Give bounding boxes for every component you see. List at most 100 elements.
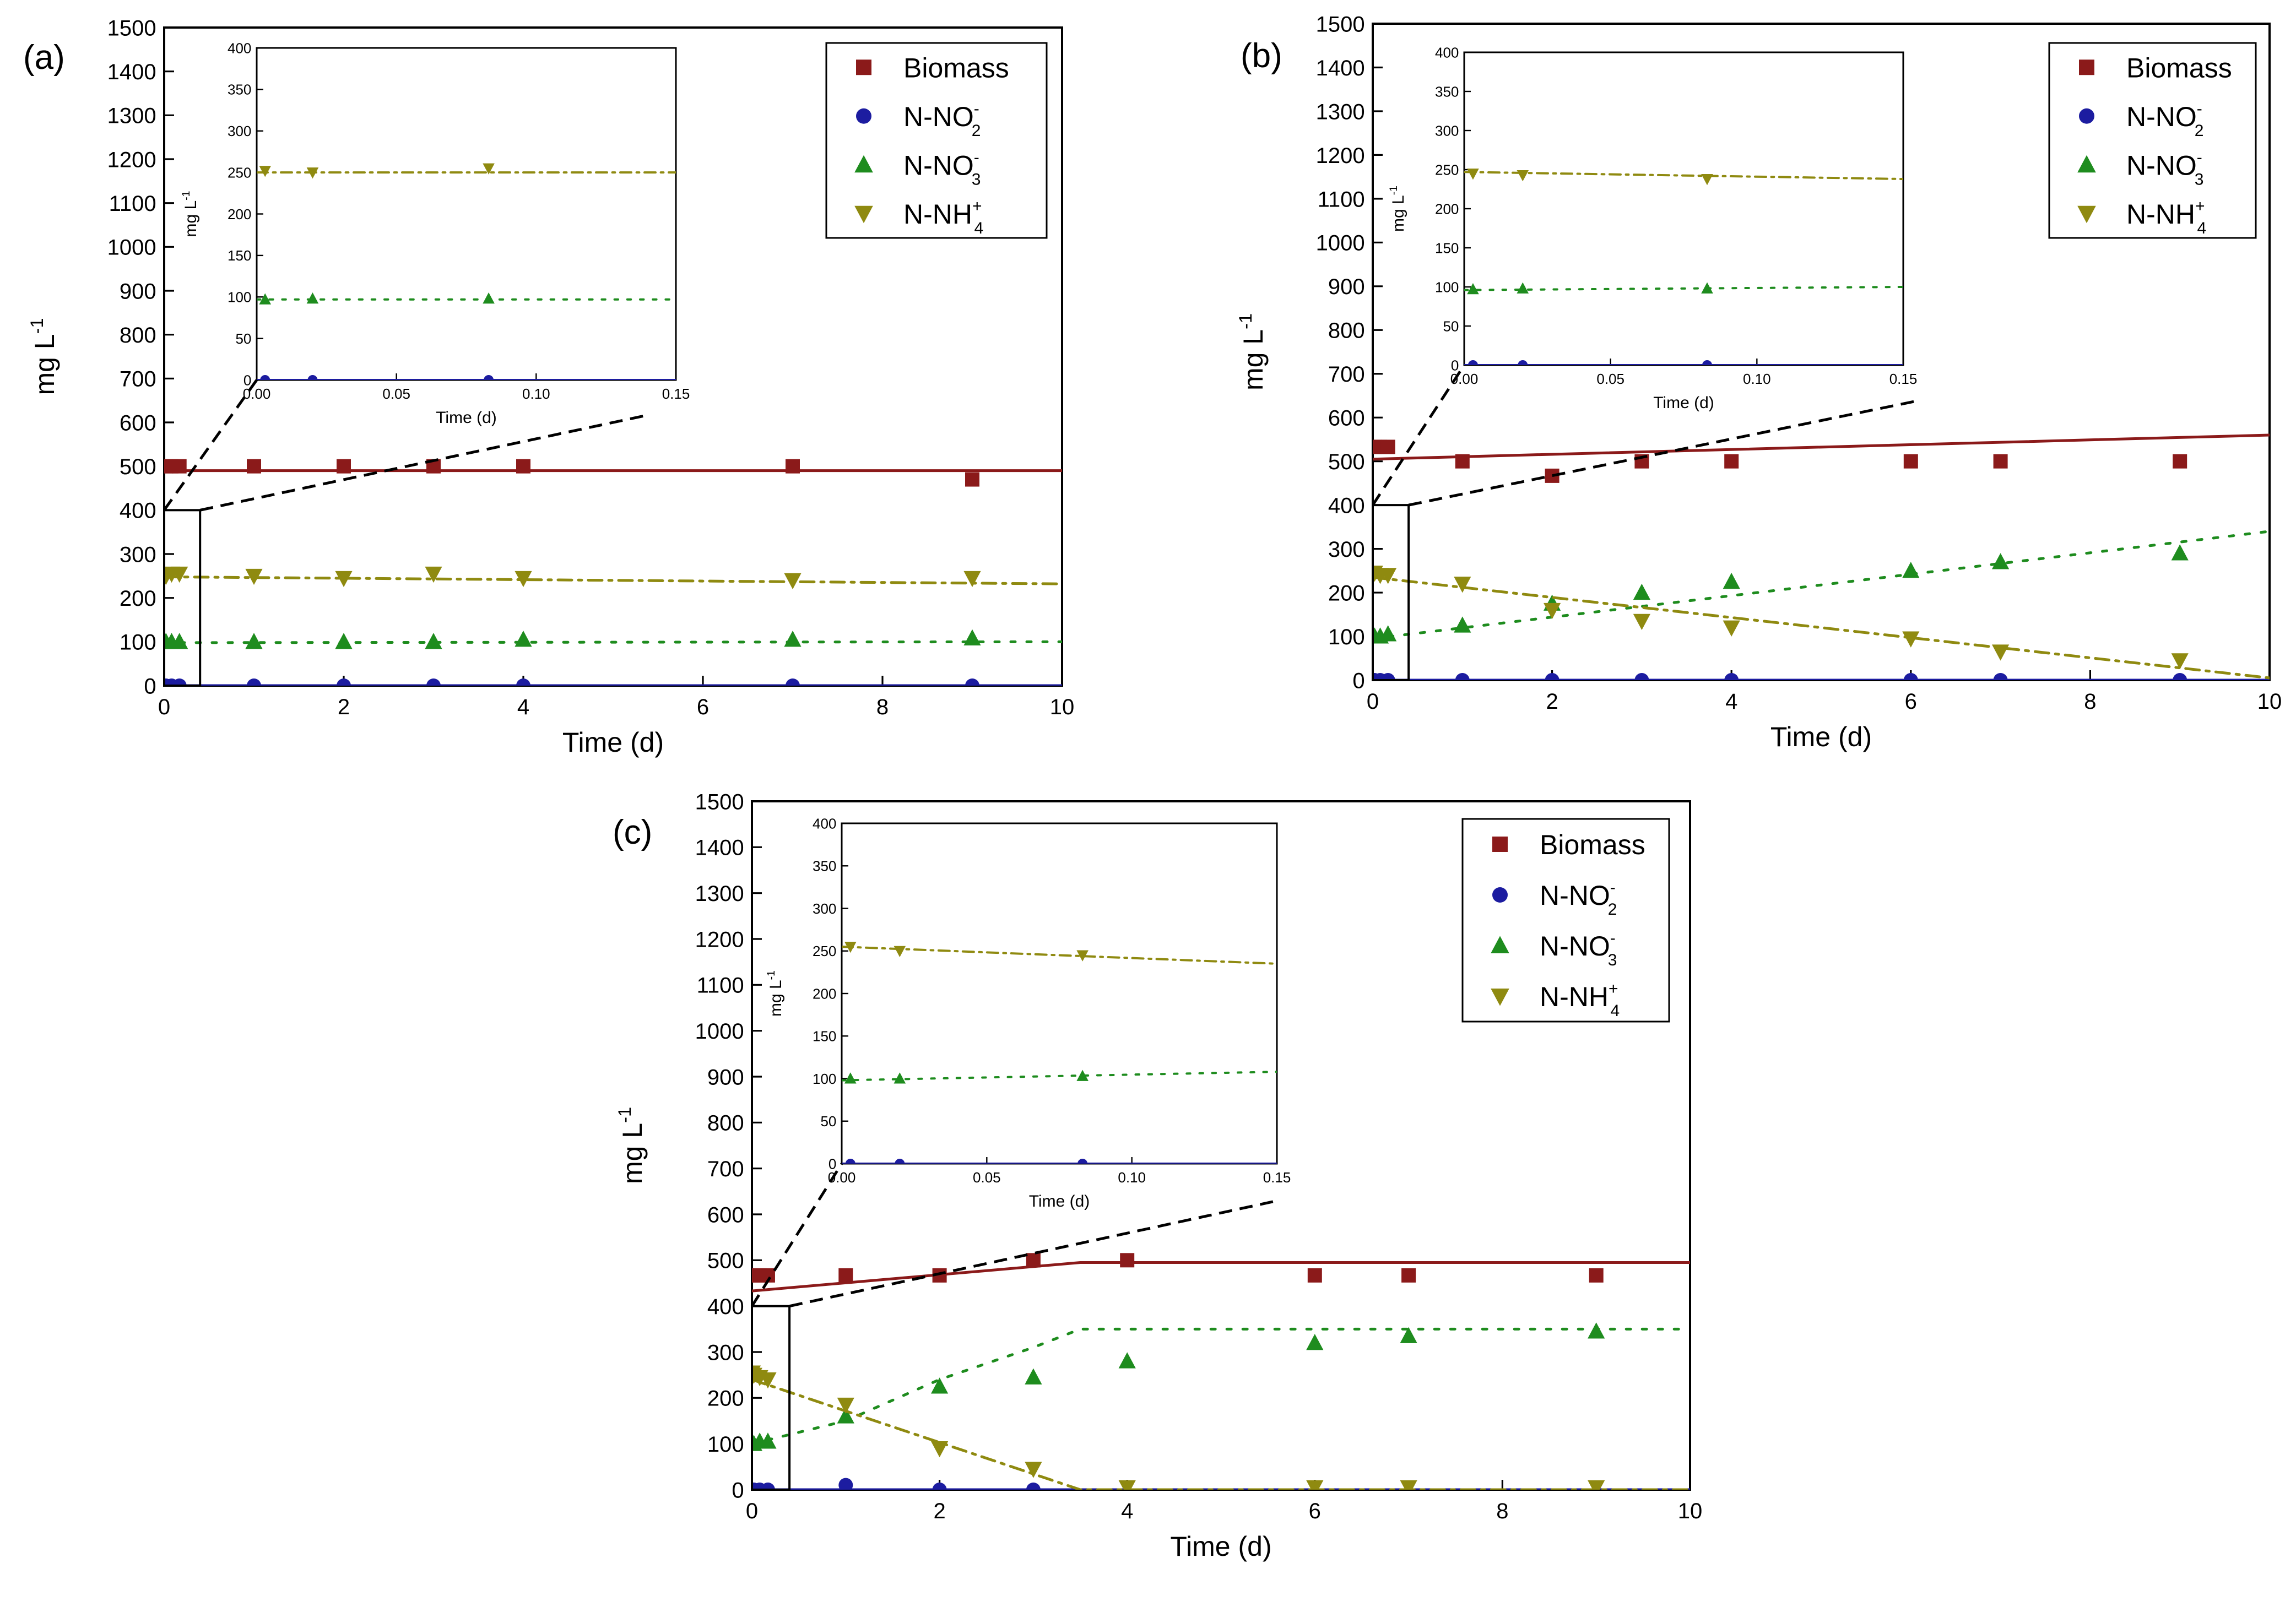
inset-point-nh4 <box>483 163 495 175</box>
main-point-no3 <box>515 631 532 647</box>
main-point-nh4 <box>1306 1480 1324 1490</box>
inset-plot-frame <box>1463 51 1904 366</box>
main-x-tick-label: 6 <box>697 695 709 719</box>
main-y-axis-label-sup: -1 <box>615 1107 635 1123</box>
inset-x-axis-label: Time (d) <box>1653 394 1714 412</box>
main-point-biomass <box>1307 1268 1322 1283</box>
main-point-no2 <box>1455 673 1470 680</box>
main-y-tick-label: 700 <box>707 1157 744 1181</box>
main-y-tick-label: 600 <box>120 411 156 435</box>
main-x-tick-label: 4 <box>1725 690 1737 714</box>
main-y-tick-label: 400 <box>707 1295 744 1319</box>
legend-label-biomass: Biomass <box>903 52 1009 83</box>
main-point-biomass <box>786 459 800 474</box>
main-y-tick-label: 1200 <box>107 148 156 172</box>
legend-label-sup: + <box>2195 197 2205 215</box>
inset-y-axis-label-main: mg L <box>182 200 200 237</box>
inset-y-tick-label: 150 <box>1435 240 1459 256</box>
main-y-tick-label: 1400 <box>1316 56 1365 80</box>
inset-b: 0 50 100 150 200 250 300 350 400 0.00 0.05 0.10 0.15… <box>1388 44 1917 412</box>
main-fit-line-nh4 <box>164 575 1062 585</box>
legend-frame <box>825 42 1048 239</box>
main-point-biomass <box>1120 1253 1135 1268</box>
legend-label-sub: 3 <box>972 170 981 188</box>
inset-point-no3 <box>483 292 495 304</box>
inset-x-axis-label: Time (d) <box>1029 1192 1090 1210</box>
legend-label-sup: - <box>974 100 979 118</box>
main-y-tick-label: 1400 <box>107 60 156 84</box>
legend-label-no3: N-NO- 3 <box>2126 148 2203 188</box>
main-point-no3 <box>1379 625 1397 642</box>
main-point-nh4 <box>1633 614 1650 630</box>
legend-label-sub: 2 <box>972 122 981 140</box>
main-point-biomass <box>838 1268 853 1283</box>
main-point-no3 <box>1306 1334 1324 1350</box>
inset-point-nh4 <box>1076 950 1089 962</box>
main-point-nh4 <box>837 1397 854 1414</box>
inset-y-tick-label: 300 <box>228 123 251 139</box>
inset-y-tick-label: 50 <box>820 1113 836 1130</box>
main-x-axis-label: Time (d) <box>562 727 664 758</box>
main-point-nh4 <box>245 568 263 585</box>
panel-label: (c) <box>613 813 652 851</box>
main-y-tick-label: 1300 <box>695 882 744 906</box>
inset-x-tick-label: 0.05 <box>973 1169 1001 1186</box>
main-x-tick-label: 4 <box>1121 1499 1133 1523</box>
inset-y-tick-label: 250 <box>228 164 251 181</box>
main-y-tick-label: 1000 <box>1316 231 1365 256</box>
main-point-no3 <box>1588 1322 1605 1339</box>
main-point-no3 <box>759 1432 777 1449</box>
main-point-nh4 <box>1379 568 1397 584</box>
inset-y-axis-label: mg L-1 <box>765 970 785 1017</box>
legend-label-text: N-NO <box>903 101 974 132</box>
main-point-no2 <box>786 678 800 686</box>
inset-point-nh4 <box>1467 169 1479 180</box>
legend-label-no2: N-NO- 2 <box>903 100 981 140</box>
inset-y-tick-label: 50 <box>1443 318 1459 334</box>
main-point-biomass <box>965 472 979 487</box>
inset-a: 0 50 100 150 200 250 300 350 400 0.00 0.05 0.10 0.15… <box>180 40 690 427</box>
inset-c: 0 50 100 150 200 250 300 350 400 0.00 0.05 0.10 0.15… <box>765 815 1291 1210</box>
inset-point-no2 <box>895 1159 905 1164</box>
inset-point-no2 <box>1077 1159 1088 1164</box>
main-point-biomass <box>2173 454 2187 469</box>
main-point-no3 <box>1400 1327 1417 1343</box>
main-point-biomass <box>1401 1268 1416 1283</box>
inset-y-tick-label: 150 <box>813 1028 836 1045</box>
panel-c: (c)0100200300400500600700800900100011001… <box>613 790 1702 1562</box>
inset-y-tick-label: 350 <box>813 858 836 875</box>
main-point-no3 <box>335 633 353 649</box>
main-fit-line-no3 <box>752 1327 1690 1446</box>
main-y-axis-label-main: mg L <box>29 334 60 395</box>
main-y-axis-label: mg L-1 <box>27 318 60 395</box>
legend-label-sub: 2 <box>2195 122 2204 140</box>
main-x-tick-label: 8 <box>2084 690 2096 714</box>
inset-y-tick-label: 400 <box>228 40 251 56</box>
main-point-nh4 <box>1544 602 1561 620</box>
inset-x-tick-label: 0.05 <box>382 386 410 402</box>
inset-y-tick-label: 400 <box>813 815 836 832</box>
inset-x-tick-label: 0.15 <box>1889 371 1918 387</box>
main-point-no2 <box>1724 673 1739 680</box>
main-point-nh4 <box>1400 1480 1417 1490</box>
panel-label: (b) <box>1241 37 1282 75</box>
inset-x-tick-label: 0.15 <box>1263 1169 1291 1186</box>
main-y-tick-label: 1400 <box>695 836 744 860</box>
legend-label-text: Biomass <box>903 52 1009 83</box>
inset-point-no3 <box>306 292 319 304</box>
inset-point-no3 <box>259 293 272 305</box>
legend-label-sub: 4 <box>974 219 984 237</box>
inset-y-axis-label-sup: -1 <box>180 191 192 200</box>
main-x-tick-label: 2 <box>338 695 350 719</box>
main-point-nh4 <box>1723 620 1740 637</box>
main-x-tick-label: 6 <box>1905 690 1917 714</box>
main-x-tick-label: 10 <box>1678 1499 1703 1523</box>
legend-label-no2: N-NO- 2 <box>1540 878 1617 919</box>
main-y-tick-label: 800 <box>1328 319 1365 343</box>
legend-frame <box>1461 818 1670 1023</box>
main-point-no2 <box>2173 673 2187 680</box>
legend-label-text: N-NO <box>1540 880 1610 911</box>
inset-point-no2 <box>484 375 494 380</box>
inset-point-no2 <box>845 1159 855 1164</box>
